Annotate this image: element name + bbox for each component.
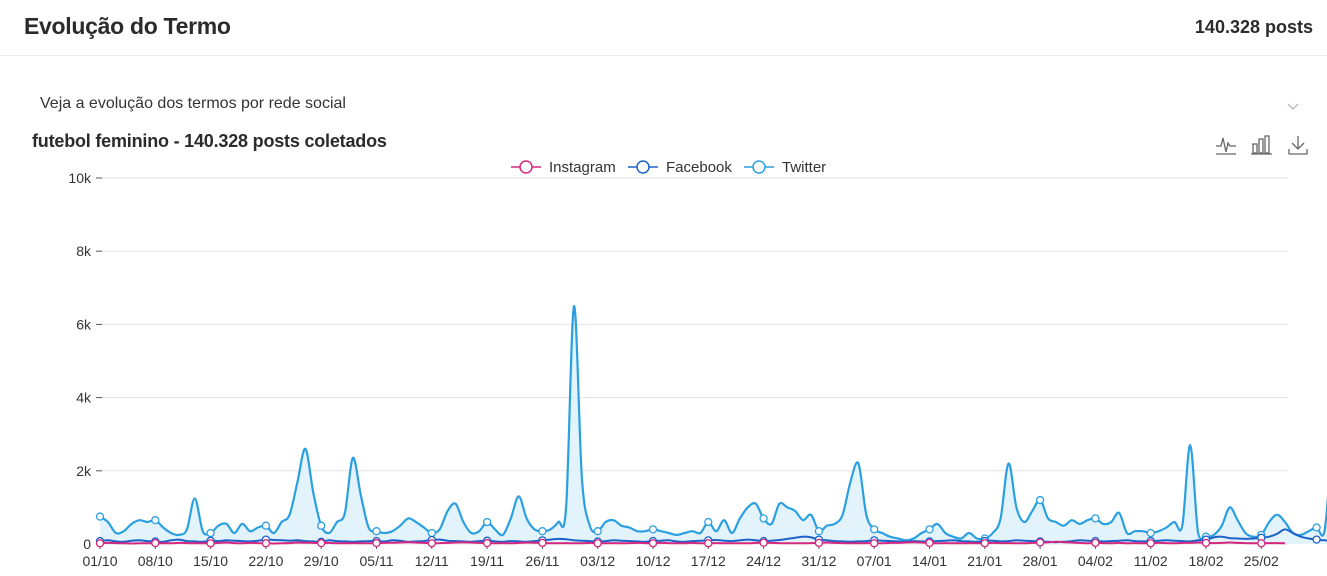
legend-marker <box>753 161 765 173</box>
data-point <box>871 526 878 533</box>
x-tick-label: 22/10 <box>248 553 283 569</box>
legend-item-twitter[interactable]: Twitter <box>744 159 826 176</box>
data-point <box>1258 540 1265 547</box>
data-point <box>760 515 767 522</box>
y-tick-label: 6k <box>76 316 92 332</box>
legend-label: Twitter <box>782 159 826 176</box>
y-tick-label: 4k <box>76 390 92 406</box>
x-tick-label: 15/10 <box>193 553 228 569</box>
data-point <box>1147 540 1154 547</box>
data-point <box>207 530 214 537</box>
x-axis: 01/10 08/10 15/10 22/10 29/10 05/11 12/11 19/11… <box>82 544 1279 569</box>
data-point <box>373 540 380 547</box>
x-tick-label: 12/11 <box>415 553 449 569</box>
data-point <box>318 522 325 529</box>
data-point <box>1313 524 1320 531</box>
data-point <box>1092 515 1099 522</box>
y-axis: 0 2k 4k 6k 8k 10k <box>68 170 102 552</box>
chart-legend: Instagram Facebook Twitter <box>511 159 826 176</box>
x-tick-label: 28/01 <box>1023 553 1058 569</box>
data-point <box>152 517 159 524</box>
x-tick-label: 25/02 <box>1244 553 1279 569</box>
accordion-header[interactable]: Veja a evolução dos termos por rede soci… <box>40 95 1300 119</box>
x-tick-label: 07/01 <box>857 553 892 569</box>
data-point <box>207 540 214 547</box>
data-point <box>815 528 822 535</box>
x-tick-label: 05/11 <box>360 553 394 569</box>
legend-marker <box>520 161 532 173</box>
data-point <box>1037 539 1044 546</box>
data-point <box>705 519 712 526</box>
legend-item-facebook[interactable]: Facebook <box>628 159 732 176</box>
data-point <box>815 539 822 546</box>
data-point <box>152 540 159 547</box>
series-twitter <box>97 222 1327 544</box>
legend-label: Facebook <box>666 159 732 176</box>
post-count: 140.328 posts <box>1195 17 1313 38</box>
chart-container: Instagram Facebook Twitter 0 2k 4k 6k 8k 10k 01… <box>0 150 1327 576</box>
y-tick-label: 0 <box>83 536 91 552</box>
y-tick-label: 8k <box>76 243 92 259</box>
legend-item-instagram[interactable]: Instagram <box>511 159 616 176</box>
data-point <box>1037 497 1044 504</box>
series-line-twitter <box>100 222 1327 540</box>
data-point <box>318 540 325 547</box>
data-point <box>262 540 269 547</box>
data-point <box>871 540 878 547</box>
legend-marker <box>637 161 649 173</box>
x-tick-label: 24/12 <box>746 553 781 569</box>
data-point <box>373 528 380 535</box>
data-point <box>97 513 104 520</box>
card-header: Evolução do Termo 140.328 posts <box>0 0 1327 56</box>
data-point <box>1203 539 1210 546</box>
data-point <box>705 540 712 547</box>
x-tick-label: 11/02 <box>1134 553 1168 569</box>
x-tick-label: 29/10 <box>304 553 339 569</box>
data-point <box>1092 539 1099 546</box>
data-point <box>594 540 601 547</box>
page-title: Evolução do Termo <box>24 13 231 40</box>
data-point <box>539 528 546 535</box>
x-tick-label: 21/01 <box>967 553 1002 569</box>
x-tick-label: 14/01 <box>912 553 947 569</box>
data-point <box>650 526 657 533</box>
chevron-down-icon[interactable] <box>1286 99 1300 113</box>
y-tick-label: 2k <box>76 463 92 479</box>
data-point <box>262 522 269 529</box>
series-area-twitter <box>100 222 1327 544</box>
x-tick-label: 04/02 <box>1078 553 1113 569</box>
legend-label: Instagram <box>549 159 616 176</box>
chart-series <box>97 222 1327 547</box>
x-tick-label: 03/12 <box>580 553 615 569</box>
data-point <box>1147 530 1154 537</box>
data-point <box>926 539 933 546</box>
data-point <box>926 526 933 533</box>
data-point <box>981 540 988 547</box>
data-point <box>760 539 767 546</box>
data-point <box>428 530 435 537</box>
data-point <box>650 540 657 547</box>
chart-title: futebol feminino - 140.328 posts coletad… <box>32 131 387 152</box>
chart-grid <box>100 178 1288 544</box>
x-tick-label: 26/11 <box>525 553 559 569</box>
data-point <box>484 519 491 526</box>
section-subheading: Veja a evolução dos termos por rede soci… <box>40 95 346 112</box>
x-tick-label: 01/10 <box>82 553 117 569</box>
y-tick-label: 10k <box>68 170 92 186</box>
data-point <box>594 528 601 535</box>
x-tick-label: 08/10 <box>138 553 173 569</box>
evolution-chart: Instagram Facebook Twitter 0 2k 4k 6k 8k 10k 01… <box>0 150 1327 571</box>
x-tick-label: 10/12 <box>635 553 670 569</box>
x-tick-label: 19/11 <box>470 553 504 569</box>
x-tick-label: 31/12 <box>801 553 836 569</box>
data-point <box>484 540 491 547</box>
x-tick-label: 17/12 <box>691 553 726 569</box>
data-point <box>97 540 104 547</box>
data-point <box>428 540 435 547</box>
data-point <box>1313 536 1320 543</box>
data-point <box>539 539 546 546</box>
x-tick-label: 18/02 <box>1188 553 1223 569</box>
